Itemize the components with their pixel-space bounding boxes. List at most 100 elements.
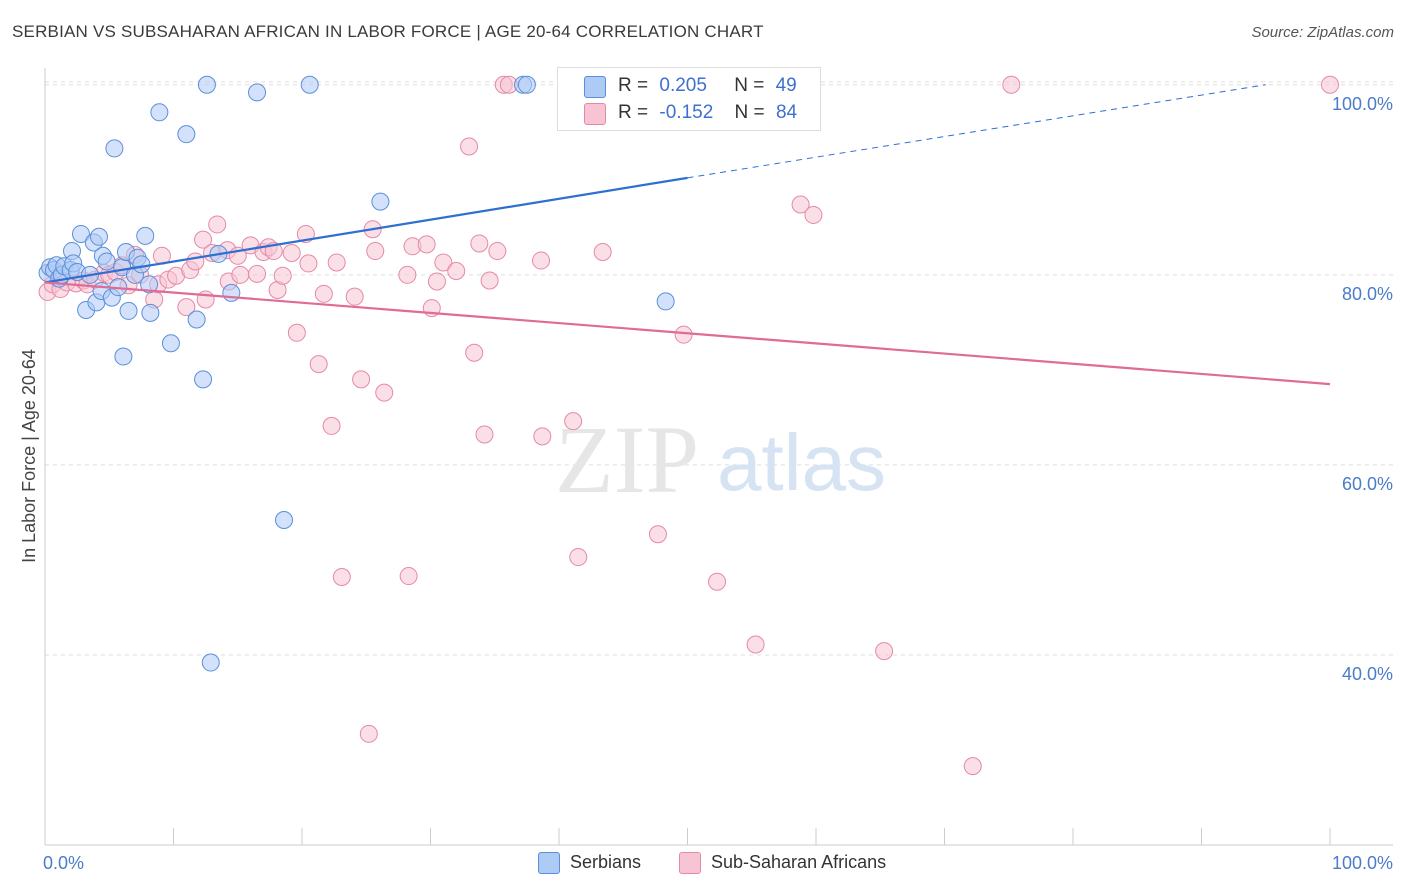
serbian-point — [194, 370, 213, 389]
subsaharan-point — [465, 343, 484, 362]
subsaharan-point — [746, 635, 765, 654]
subsaharan-point — [399, 567, 418, 586]
subsaharan-point — [533, 427, 552, 446]
serbian-point — [141, 303, 160, 322]
serbian-point — [150, 103, 169, 122]
r-label: R = — [618, 75, 649, 96]
y-tick-label: 40.0% — [1342, 664, 1393, 684]
n-value: 49 — [775, 75, 797, 96]
r-value: 0.205 — [659, 75, 707, 96]
x-min-label: 0.0% — [43, 853, 84, 873]
subsaharan-point — [177, 298, 196, 317]
subsaharan-point — [791, 195, 810, 214]
y-tick-labels: 40.0% 60.0% 80.0% 100.0% — [1332, 94, 1393, 684]
serbian-point — [105, 139, 124, 158]
y-tick-label: 80.0% — [1342, 284, 1393, 304]
source-label: Source: ZipAtlas.com — [1251, 24, 1394, 41]
subsaharan-point — [194, 230, 213, 249]
subsaharan-point — [1321, 75, 1339, 94]
subsaharan-point — [804, 205, 823, 224]
subsaharan-point — [564, 412, 583, 431]
watermark-atlas: atlas — [717, 418, 886, 507]
x-ticks — [44, 828, 1331, 845]
subsaharan-point — [593, 243, 612, 262]
subsaharan-point — [480, 271, 499, 290]
axes — [44, 68, 1393, 846]
subsaharan-point — [314, 284, 333, 303]
n-label: N = — [734, 102, 765, 123]
subsaharan-point — [648, 525, 667, 544]
subsaharan-point — [366, 242, 385, 261]
subsaharan-legend-label: Sub-Saharan Africans — [711, 852, 887, 872]
x-max-label: 100.0% — [1332, 853, 1393, 873]
serbian-point — [89, 227, 108, 246]
n-label: N = — [734, 75, 765, 96]
serbian-point — [656, 292, 675, 311]
subsaharan-point — [417, 235, 436, 254]
trend-lines — [44, 84, 1331, 386]
subsaharan-point — [674, 325, 693, 344]
subsaharan-point — [332, 568, 351, 587]
subsaharan-point — [282, 243, 301, 262]
serbian-point — [197, 75, 216, 94]
subsaharan-point — [434, 253, 453, 272]
subsaharan-point — [186, 252, 205, 271]
subsaharan-point — [359, 724, 378, 743]
serbian-point — [248, 83, 267, 102]
subsaharan-point — [875, 642, 894, 661]
subsaharan-point — [327, 253, 346, 272]
grid-lines — [45, 81, 1393, 656]
serbian-points — [38, 75, 675, 672]
subsaharan-point — [488, 242, 507, 261]
serbian-trend-extension — [687, 84, 1266, 179]
serbian-legend-label: Serbians — [570, 852, 642, 872]
subsaharan-point — [427, 272, 446, 291]
serbian-point — [71, 224, 90, 243]
serbian-point — [119, 301, 138, 320]
stats-legend: R = 0.205 N = 49 R = -0.152 N = 84 — [557, 67, 821, 131]
subsaharan-points — [38, 75, 1339, 776]
serbian-point — [161, 334, 180, 353]
serbian-point — [177, 125, 196, 144]
subsaharan-point — [475, 425, 494, 444]
subsaharan-swatch — [584, 103, 606, 125]
serbian-point — [275, 510, 294, 529]
subsaharan-point — [299, 254, 318, 273]
chart-title: SERBIAN VS SUBSAHARAN AFRICAN IN LABOR F… — [12, 22, 764, 41]
subsaharan-point — [569, 548, 588, 567]
subsaharan-point — [708, 572, 727, 591]
r-value: -0.152 — [659, 102, 714, 123]
subsaharan-point — [398, 265, 417, 284]
serbian-point — [222, 283, 241, 302]
serbian-point — [132, 255, 151, 274]
subsaharan-point — [345, 287, 364, 306]
serbian-point — [517, 75, 536, 94]
watermark: ZIP atlas — [555, 406, 886, 513]
serbian-point — [187, 310, 206, 329]
serbian-point — [201, 653, 220, 672]
serbian-trend-line — [44, 176, 688, 284]
subsaharan-point — [375, 383, 394, 402]
subsaharan-point — [447, 262, 466, 281]
serbian-swatch — [584, 76, 606, 98]
legend-item-serbians[interactable]: Serbians — [538, 852, 642, 875]
subsaharan-point — [248, 264, 267, 283]
serbian-point — [371, 192, 390, 211]
subsaharan-point — [287, 323, 306, 342]
serbian-point — [114, 347, 133, 366]
serbian-point — [300, 75, 319, 94]
subsaharan-point — [963, 757, 982, 776]
y-axis-label: In Labor Force | Age 20-64 — [19, 349, 39, 563]
subsaharan-point — [273, 266, 292, 285]
y-tick-label: 60.0% — [1342, 474, 1393, 494]
serbian-point — [97, 252, 116, 271]
serbian-point — [140, 275, 159, 294]
subsaharan-point — [208, 215, 227, 234]
subsaharan-legend-swatch — [679, 852, 701, 875]
r-label: R = — [618, 102, 649, 123]
subsaharan-point — [309, 355, 328, 374]
legend-item-subsaharan[interactable]: Sub-Saharan Africans — [679, 852, 887, 875]
subsaharan-trend-line — [44, 281, 1331, 386]
subsaharan-point — [231, 265, 250, 284]
